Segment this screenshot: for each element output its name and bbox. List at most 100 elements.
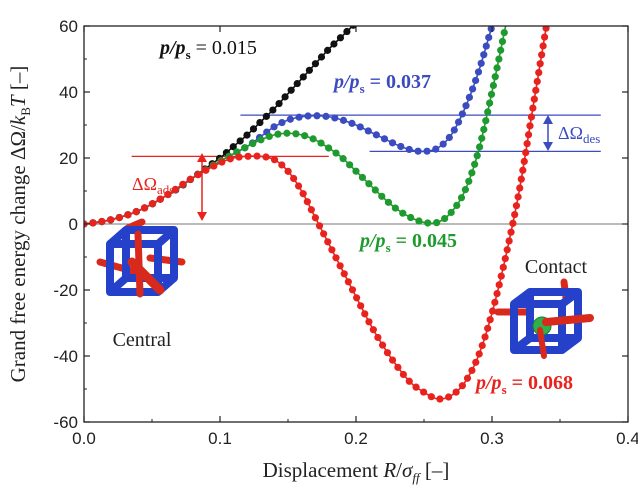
series-point (529, 104, 537, 112)
series-point (269, 106, 277, 114)
series-point (339, 116, 348, 124)
series-point (148, 200, 157, 208)
series-point (484, 324, 492, 332)
series-point (433, 219, 441, 227)
series-point (328, 246, 336, 254)
series-point (436, 395, 444, 403)
series-point (465, 177, 473, 185)
series-point (256, 118, 264, 127)
series-point (462, 102, 470, 110)
series-point (477, 59, 485, 67)
series-point (156, 195, 164, 203)
series-point (301, 132, 309, 140)
series-point (336, 262, 344, 270)
series-point (336, 34, 345, 42)
y-tick-label: -40 (53, 347, 78, 366)
series-point (226, 155, 234, 163)
series-point (262, 112, 270, 120)
series-point (472, 358, 480, 366)
series-point (524, 131, 533, 139)
des-annotation: ΔΩdes (543, 115, 600, 151)
series-point (236, 137, 244, 145)
series-point (304, 112, 312, 120)
series-point (485, 33, 493, 42)
series-point (356, 123, 364, 131)
svg-text:ΔΩdes: ΔΩdes (558, 123, 600, 146)
series-point (265, 132, 273, 141)
series-point (514, 193, 522, 201)
label-0045: p/ps = 0.045 (358, 230, 457, 255)
series-point (235, 153, 243, 161)
series-point (447, 208, 455, 217)
series-point (270, 123, 278, 131)
series-point (475, 350, 483, 358)
series-point (344, 278, 352, 286)
series-point (324, 238, 332, 246)
series-point (323, 46, 332, 54)
series-point (278, 118, 286, 127)
series-point (523, 140, 531, 148)
series-point (509, 219, 517, 227)
series-point (132, 208, 140, 216)
series-point (313, 112, 321, 120)
series-point (249, 139, 257, 148)
series-point (140, 204, 149, 212)
series-point (202, 166, 210, 174)
series-point (500, 29, 508, 37)
y-tick-label: 40 (59, 83, 78, 102)
axis-ticks: 0.0 0.1 0.2 0.3 0.4 -60 -40 -20 0 20 40 60 (53, 17, 638, 448)
series-point (244, 152, 252, 160)
series-point (371, 186, 379, 194)
series-point (243, 131, 251, 139)
series-point (253, 152, 261, 160)
series-point (384, 198, 393, 206)
series-point (275, 99, 283, 108)
series-point (315, 222, 324, 230)
series-point (311, 60, 320, 68)
series-point (307, 206, 315, 214)
series-point (457, 194, 466, 202)
series-point (539, 42, 547, 50)
series-point (179, 180, 187, 188)
series-point (473, 152, 481, 160)
series-point (512, 202, 521, 210)
contact-label: Contact (525, 256, 588, 278)
x-tick-label: 0.4 (616, 429, 638, 448)
series-point (481, 333, 489, 341)
series-point (317, 53, 326, 61)
series-point (407, 213, 415, 222)
series-point (445, 133, 453, 142)
series-point (372, 131, 380, 139)
series-point (484, 108, 492, 116)
series-point (414, 147, 422, 155)
series-point (391, 204, 399, 212)
series-point (378, 341, 387, 349)
series-point (511, 210, 519, 219)
series-point (505, 237, 513, 245)
series-point (482, 42, 490, 50)
series-point (499, 263, 507, 271)
series-point (463, 374, 472, 382)
series-point (353, 294, 361, 302)
series-point (399, 209, 407, 217)
series-point (530, 95, 538, 103)
series-point (262, 153, 270, 161)
series-point (454, 118, 463, 126)
series-layer (84, 26, 550, 403)
series-point (397, 142, 405, 151)
series-point (343, 27, 351, 36)
series-point (535, 68, 543, 77)
series-point (380, 135, 389, 143)
series-point (472, 76, 480, 85)
series-point (503, 246, 511, 254)
series-point (364, 127, 372, 135)
series-point (294, 182, 303, 190)
series-point (330, 40, 338, 48)
series-point (471, 160, 479, 168)
series-point (487, 90, 496, 98)
series-point (348, 286, 357, 294)
svg-text:ΔΩads: ΔΩads (132, 174, 174, 197)
series-point (542, 26, 550, 32)
series-point (388, 139, 397, 147)
series-point (493, 289, 501, 298)
